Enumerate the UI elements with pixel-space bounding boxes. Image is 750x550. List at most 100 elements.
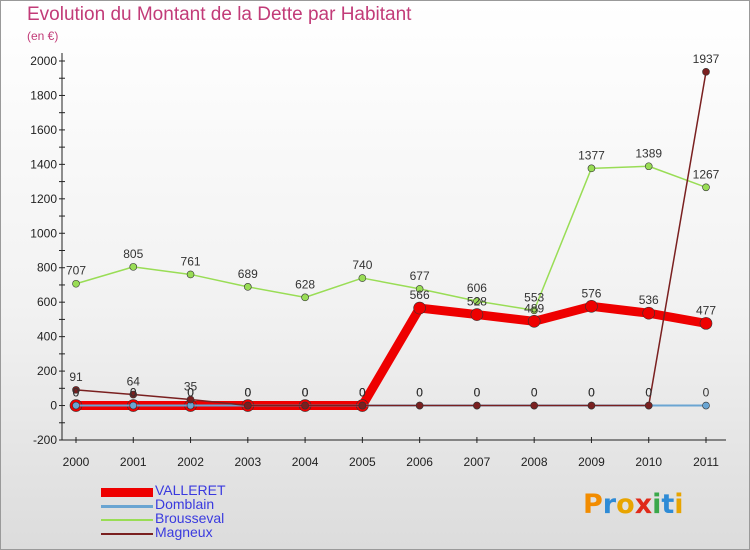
y-tick-label: 0 (50, 399, 57, 413)
data-point-magneux (129, 390, 138, 399)
data-label-domblain: 0 (73, 386, 80, 400)
data-label-brousseval: 628 (295, 277, 315, 291)
series-line-brousseval (75, 165, 707, 312)
legend-swatch (101, 519, 153, 521)
logo-letter: P (583, 489, 603, 520)
data-label-brousseval: 1389 (635, 146, 662, 160)
x-tick-label: 2003 (234, 455, 261, 469)
data-label-brousseval: 805 (123, 247, 143, 261)
data-point-valleret (642, 306, 656, 320)
data-point-brousseval (186, 270, 195, 279)
data-label-valleret: 0 (130, 386, 137, 400)
data-point-magneux (186, 395, 195, 404)
data-label-valleret: 576 (581, 286, 601, 300)
logo-letter: i (674, 489, 684, 520)
data-label-domblain: 0 (703, 386, 710, 400)
data-label-magneux: 0 (588, 386, 595, 400)
x-tick-label: 2004 (292, 455, 319, 469)
series-line-magneux (75, 71, 707, 407)
x-tick-label: 2007 (464, 455, 491, 469)
y-tick-label: 1400 (30, 157, 57, 171)
data-point-valleret (699, 317, 713, 330)
data-label-brousseval: 761 (181, 254, 201, 268)
logo-letter: i (652, 489, 662, 520)
data-label-magneux: 0 (244, 386, 251, 400)
y-tick-label: 600 (37, 295, 57, 309)
legend-label: Brousseval (155, 510, 225, 526)
data-label-brousseval: 707 (66, 264, 86, 278)
data-point-brousseval (644, 162, 653, 171)
chart-subtitle: (en €) (27, 29, 59, 43)
data-point-magneux (301, 401, 309, 410)
data-label-valleret: 528 (467, 295, 487, 309)
legend-swatch (101, 487, 153, 497)
data-label-domblain: 0 (474, 386, 481, 400)
data-point-magneux (473, 401, 481, 410)
data-label-valleret: 0 (73, 386, 80, 400)
data-label-brousseval: 606 (467, 281, 487, 295)
data-label-magneux: 0 (474, 386, 481, 400)
data-point-brousseval (358, 274, 367, 282)
data-label-magneux: 35 (184, 380, 198, 394)
data-point-brousseval (473, 297, 481, 305)
logo-letter: r (602, 489, 617, 520)
data-label-brousseval: 1267 (693, 167, 720, 181)
data-point-brousseval (129, 263, 138, 271)
legend-swatch (101, 533, 153, 535)
data-point-domblain (129, 401, 138, 410)
data-point-magneux (530, 401, 538, 410)
x-tick-label: 2008 (521, 455, 548, 469)
data-label-magneux: 0 (416, 386, 423, 400)
x-tick-label: 2000 (63, 455, 90, 469)
data-label-magneux: 64 (127, 375, 141, 389)
data-label-valleret: 566 (410, 288, 430, 302)
y-tick-label: 1200 (30, 192, 57, 206)
data-label-brousseval: 689 (238, 267, 258, 281)
data-point-magneux (72, 386, 80, 394)
data-point-magneux (587, 401, 596, 410)
data-label-domblain: 0 (244, 386, 251, 400)
y-tick-label: 800 (37, 261, 57, 275)
data-label-magneux: 1937 (693, 52, 720, 66)
legend-label: VALLERET (155, 482, 226, 498)
data-point-valleret (470, 308, 484, 321)
logo-letter: x (634, 489, 653, 520)
y-tick-label: 400 (37, 330, 57, 344)
x-tick-label: 2005 (349, 455, 376, 469)
data-label-valleret: 477 (696, 303, 716, 317)
logo-letter: t (661, 489, 675, 520)
x-tick-label: 2001 (120, 455, 147, 469)
data-point-brousseval (301, 293, 309, 302)
data-point-brousseval (587, 164, 596, 173)
x-tick-label: 2009 (578, 455, 605, 469)
data-point-brousseval (72, 279, 80, 288)
data-label-valleret: 489 (524, 301, 544, 315)
x-tick-label: 2006 (406, 455, 433, 469)
data-point-magneux (644, 401, 653, 410)
data-point-domblain (702, 401, 710, 410)
legend-label: Magneux (155, 524, 213, 540)
data-label-domblain: 0 (416, 386, 423, 400)
y-tick-label: 200 (37, 364, 57, 378)
data-label-domblain: 0 (645, 386, 652, 400)
data-label-valleret: 0 (359, 386, 366, 400)
data-label-brousseval: 1377 (578, 148, 605, 162)
data-label-valleret: 0 (244, 386, 251, 400)
data-point-magneux (244, 401, 252, 410)
data-point-brousseval (244, 283, 252, 291)
data-point-brousseval (415, 285, 424, 293)
data-label-brousseval: 553 (524, 290, 544, 304)
data-label-domblain: 0 (187, 386, 194, 400)
legend-label: Domblain (155, 496, 215, 512)
data-point-magneux (415, 401, 424, 410)
y-tick-label: 2000 (30, 54, 57, 68)
data-label-brousseval: 677 (410, 269, 430, 283)
data-point-domblain (72, 401, 80, 410)
data-label-magneux: 0 (302, 386, 309, 400)
x-tick-label: 2010 (635, 455, 662, 469)
y-tick-label: 1600 (30, 123, 57, 137)
data-point-valleret (527, 315, 541, 328)
data-label-domblain: 0 (531, 386, 538, 400)
data-label-valleret: 536 (639, 293, 659, 307)
